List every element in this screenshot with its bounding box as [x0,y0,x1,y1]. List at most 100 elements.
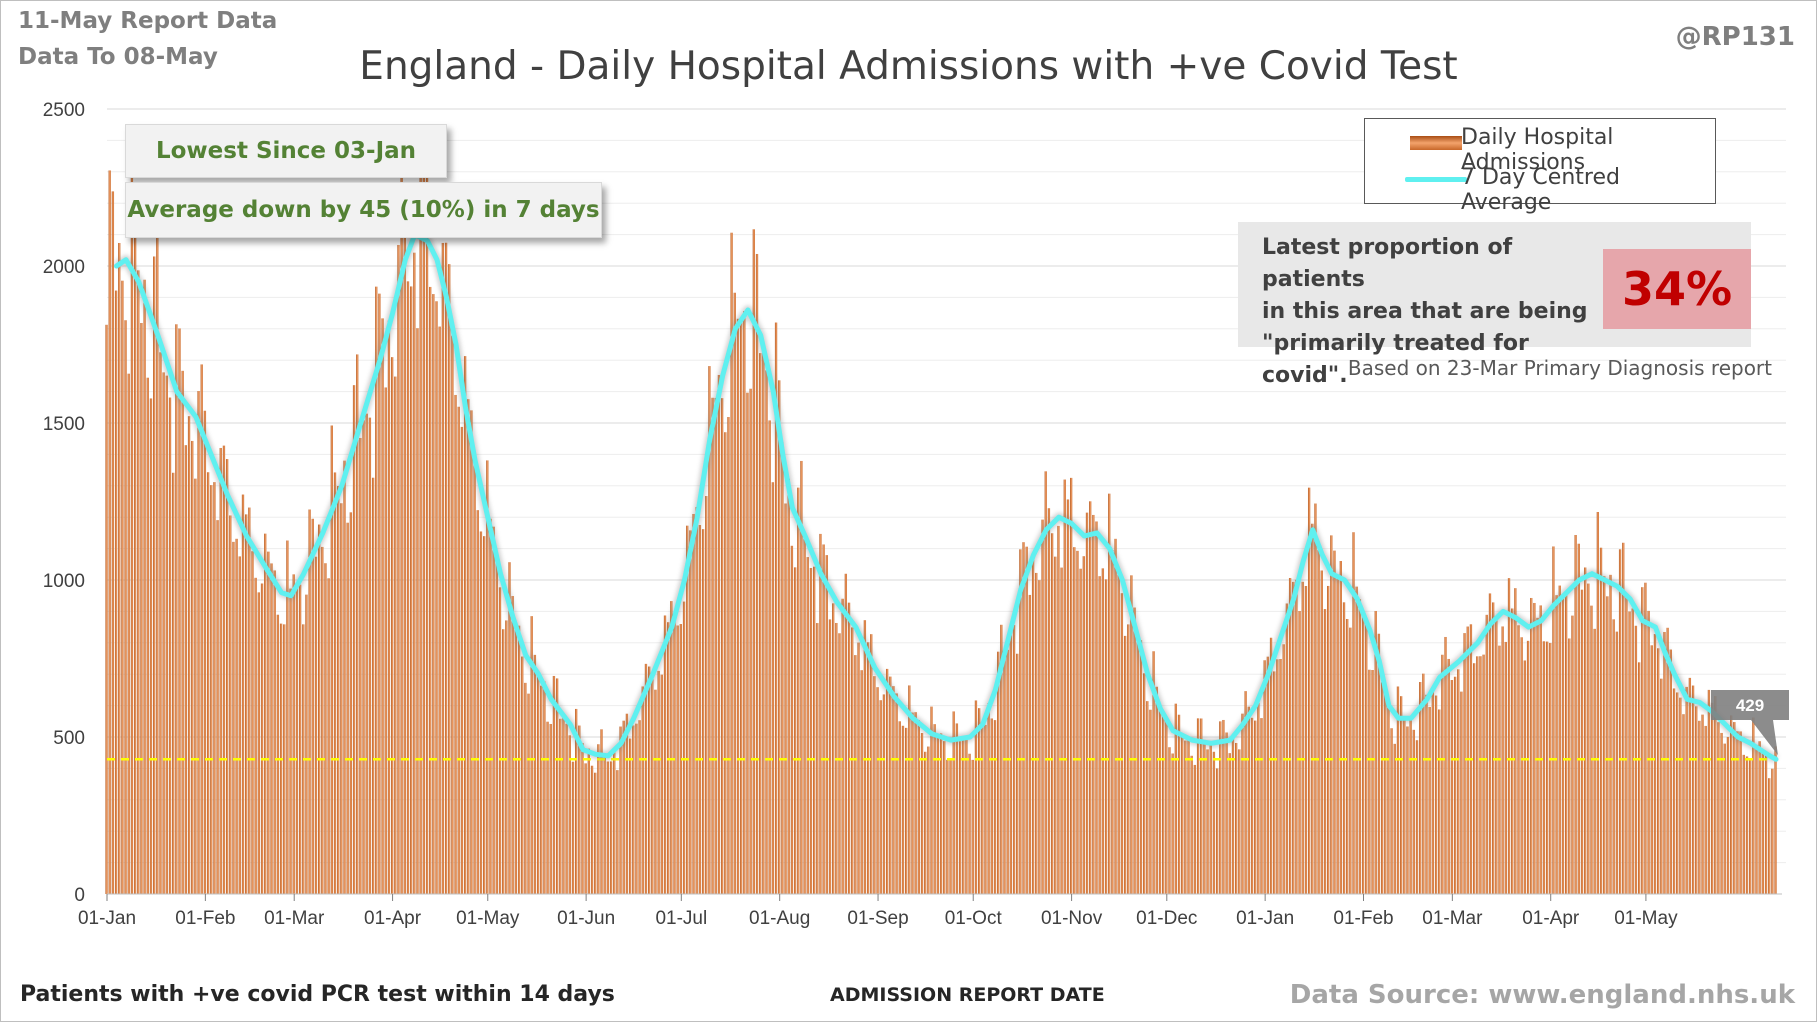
bar [638,720,641,894]
bar [225,459,229,894]
bar [1152,651,1155,894]
bar [1615,631,1619,894]
chart-legend: Daily Hospital Admissions 7 Day Centred … [1364,118,1716,215]
bar [606,761,610,894]
bar [1720,732,1723,894]
bar [990,718,993,894]
bar [1517,625,1520,894]
bar [403,235,406,895]
bar [124,320,127,895]
bar [1292,581,1295,894]
bar [387,320,391,894]
bar [1311,523,1314,894]
bar [857,642,860,894]
bar [1739,731,1742,894]
bar [1504,641,1507,894]
bar [1460,691,1463,894]
bar [521,656,524,894]
bar [958,741,962,894]
bar [137,270,140,895]
bar [670,601,673,894]
bar [495,554,498,894]
bar [203,410,207,894]
bar [584,763,587,894]
bar [587,748,590,894]
bar [1209,744,1212,894]
bar [321,546,324,894]
bar [892,686,895,894]
bar [1266,656,1270,894]
latest-callout-box [1711,690,1789,756]
bar [1085,512,1089,894]
bar [438,326,441,894]
bar [314,556,318,894]
bar [241,494,245,894]
bar [1568,638,1571,894]
bar [578,725,581,894]
bar [1644,582,1647,894]
bar [1400,696,1403,894]
bar [1542,641,1546,894]
bar [1441,654,1444,894]
bar [1212,751,1216,894]
bar [936,735,940,894]
bar [1393,743,1396,894]
bar [962,737,965,894]
bar [1406,726,1409,894]
bar [191,440,194,894]
bar [1060,567,1063,894]
bar [1104,579,1108,894]
bar [432,294,435,894]
x-tick-label: 01-Feb [1333,908,1393,929]
bar [1314,503,1317,894]
x-tick-label: 01-Feb [175,908,235,929]
bar [565,723,568,894]
bar [1181,737,1184,894]
bar [1247,706,1250,894]
bar [1257,702,1260,894]
bar [362,420,365,894]
bar [803,535,806,894]
bar [1298,611,1301,894]
bar [1177,714,1181,894]
bar [1120,593,1124,894]
bar [1507,578,1511,894]
bar [1019,549,1022,894]
bar [273,570,276,894]
bar [977,708,981,894]
bar [184,445,188,894]
bar [752,229,755,894]
bar [172,472,175,894]
bar [701,529,705,894]
bar [168,397,172,894]
bar [1717,722,1720,894]
bar [1139,640,1143,894]
bar [1520,637,1523,894]
bar [1641,587,1644,894]
bar [800,460,803,894]
bar [1070,477,1073,894]
bar [749,388,752,894]
bar [419,176,422,895]
bar [330,425,333,894]
bar [457,406,460,894]
bar [489,518,492,894]
bar [917,720,920,894]
bar [390,357,394,894]
bar [327,578,330,894]
bar [654,689,657,894]
bar [318,524,321,894]
bar [635,723,638,894]
bar [1063,479,1066,894]
bar [1368,669,1371,894]
bar [1269,637,1273,894]
bar [140,322,143,894]
bar [698,525,702,894]
bar [943,741,946,894]
bar [1073,547,1076,894]
bar [292,574,295,894]
bar [114,290,118,894]
bar [1530,597,1533,894]
bar [889,676,892,894]
bar [971,759,974,894]
